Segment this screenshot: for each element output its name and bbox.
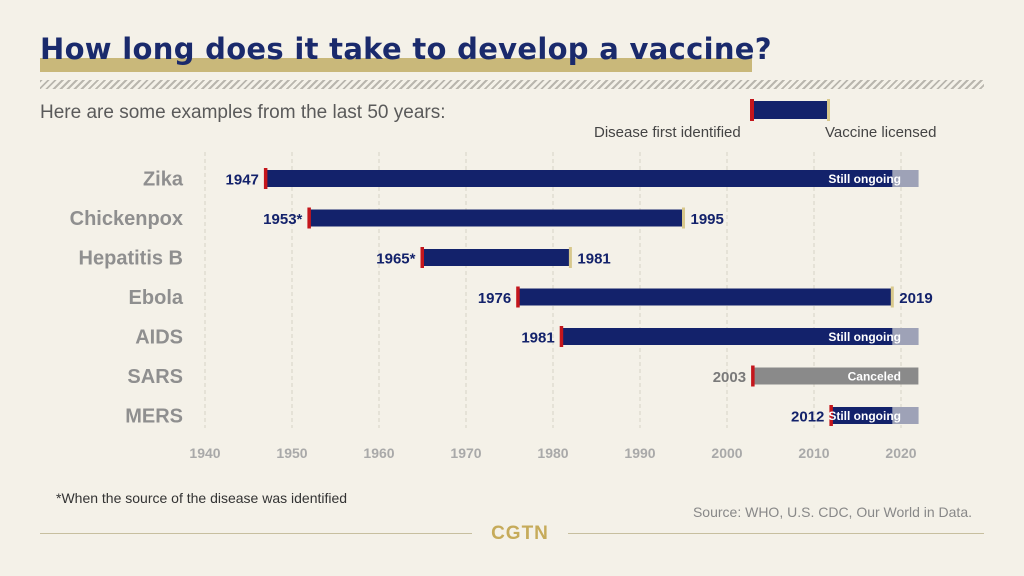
- duration-bar: [561, 328, 919, 345]
- brand-rule-right: [568, 533, 984, 534]
- start-year-label: 1965*: [376, 251, 415, 268]
- category-label: Chickenpox: [70, 208, 183, 230]
- end-year-label: 2019: [899, 290, 932, 307]
- hatch-divider: [40, 80, 984, 89]
- category-label: Zika: [143, 169, 184, 191]
- start-year-label: 1953*: [263, 211, 302, 228]
- legend-start-label: Disease first identified: [594, 124, 741, 141]
- start-marker: [263, 168, 268, 189]
- start-marker: [420, 247, 424, 268]
- start-marker: [751, 365, 755, 387]
- legend-end-marker: [827, 99, 830, 121]
- category-label: Hepatitis B: [79, 248, 183, 270]
- x-tick-label: 1950: [276, 445, 307, 461]
- start-marker: [829, 405, 833, 426]
- start-year-label: 2012: [791, 409, 824, 426]
- page-title: How long does it take to develop a vacci…: [40, 32, 772, 66]
- duration-bar: [518, 288, 893, 306]
- x-tick-label: 1970: [450, 445, 481, 461]
- x-tick-label: 1960: [363, 445, 394, 461]
- category-label: Ebola: [129, 287, 184, 309]
- x-tick-label: 2020: [885, 445, 916, 461]
- start-marker: [307, 207, 311, 229]
- status-label: Still ongoing: [828, 172, 901, 186]
- ongoing-tail: [892, 170, 919, 187]
- ongoing-tail: [892, 407, 919, 424]
- ongoing-tail: [892, 328, 919, 345]
- start-year-label: 1947: [226, 172, 259, 189]
- end-marker: [890, 286, 894, 308]
- status-label: Still ongoing: [828, 409, 901, 423]
- category-label: SARS: [127, 366, 183, 388]
- x-tick-label: 1990: [624, 445, 655, 461]
- end-marker: [682, 207, 685, 229]
- legend-bar-sample: [750, 99, 830, 121]
- end-marker: [568, 247, 572, 268]
- end-year-label: 1981: [577, 251, 610, 268]
- start-year-label: 1981: [521, 330, 554, 347]
- end-year-label: 1995: [691, 211, 724, 228]
- start-marker: [559, 326, 564, 347]
- duration-bar: [753, 367, 919, 385]
- duration-bar: [265, 170, 919, 187]
- start-marker: [516, 286, 520, 308]
- x-tick-label: 2010: [798, 445, 829, 461]
- x-tick-label: 1980: [537, 445, 568, 461]
- subtitle: Here are some examples from the last 50 …: [40, 102, 446, 123]
- legend-start-marker: [750, 99, 754, 121]
- footnote: *When the source of the disease was iden…: [56, 490, 348, 506]
- status-label: Still ongoing: [828, 330, 901, 344]
- category-label: AIDS: [135, 327, 183, 349]
- duration-bar: [309, 209, 684, 227]
- category-label: MERS: [125, 406, 183, 428]
- start-year-label: 1976: [478, 290, 511, 307]
- duration-bar: [422, 249, 571, 266]
- start-year-label: 2003: [713, 369, 746, 386]
- brand-rule-left: [40, 533, 472, 534]
- brand-logo: CGTN: [491, 523, 549, 544]
- title-block: How long does it take to develop a vacci…: [40, 32, 772, 72]
- x-tick-label: 1940: [189, 445, 220, 461]
- legend-end-label: Vaccine licensed: [825, 124, 937, 141]
- status-label: Canceled: [848, 370, 901, 384]
- source-note: Source: WHO, U.S. CDC, Our World in Data…: [692, 504, 972, 520]
- title-highlight: [40, 58, 752, 72]
- x-tick-label: 2000: [711, 445, 742, 461]
